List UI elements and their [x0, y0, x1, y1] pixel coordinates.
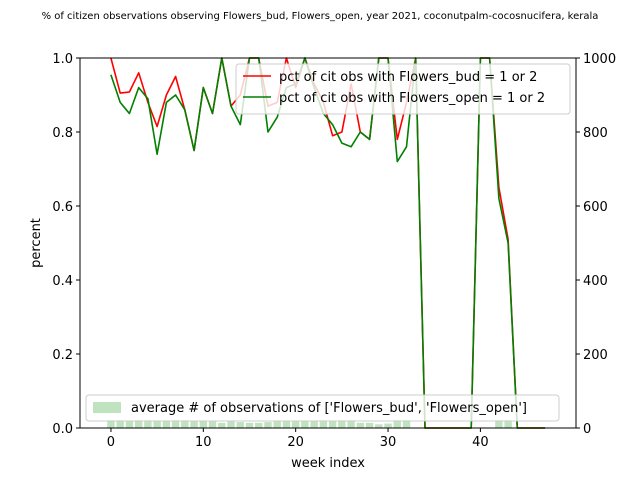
chart-title: % of citizen observations observing Flow…	[42, 11, 599, 22]
legend-open-label: pct of cit obs with Flowers_open = 1 or …	[279, 91, 545, 106]
y2-tick-label: 600	[583, 200, 608, 215]
bar	[125, 420, 134, 428]
bar	[199, 421, 208, 428]
y2-tick-label: 200	[583, 348, 608, 363]
x-tick-label: 10	[195, 435, 212, 450]
bar	[495, 419, 503, 428]
y2-tick-label: 1000	[583, 52, 616, 67]
bar	[375, 424, 383, 428]
y-tick-label: 0.0	[52, 422, 73, 437]
bar	[181, 419, 189, 428]
legend-lower-box	[85, 394, 560, 422]
bar	[255, 422, 263, 428]
bar	[171, 419, 180, 428]
line-series-flowers-open	[110, 57, 546, 429]
x-tick-label: 20	[287, 435, 304, 450]
bar	[402, 419, 411, 428]
y-axis-left: 0.0 0.2 0.4 0.6 0.8 1.0	[52, 52, 80, 437]
bar	[365, 422, 374, 428]
legend-lower: average # of observations of ['Flowers_b…	[85, 394, 560, 422]
y-tick-label: 0.6	[52, 200, 73, 215]
bar-series	[107, 419, 512, 428]
bar	[190, 420, 198, 428]
bar	[144, 419, 152, 428]
legend-upper: pct of cit obs with Flowers_bud = 1 or 2…	[235, 63, 571, 115]
bar	[310, 420, 318, 428]
bar	[218, 422, 226, 428]
bar	[301, 421, 309, 428]
bar	[134, 419, 143, 428]
bar	[384, 423, 392, 428]
bar	[273, 420, 281, 428]
bar	[338, 419, 346, 428]
x-tick-label: 30	[380, 435, 397, 450]
bar	[356, 422, 365, 428]
bar	[162, 421, 171, 428]
y-axis-label: percent	[29, 218, 44, 268]
x-tick-label: 40	[472, 435, 489, 450]
bar	[282, 421, 291, 428]
bar	[153, 421, 161, 428]
line-series	[110, 57, 546, 429]
bar	[107, 419, 115, 428]
y-tick-label: 0.4	[52, 274, 73, 289]
bar	[393, 419, 401, 428]
x-tick-label: 0	[107, 435, 115, 450]
y-tick-label: 0.2	[52, 348, 73, 363]
bar	[328, 420, 337, 428]
bar	[116, 419, 124, 428]
bar	[347, 419, 355, 428]
y2-tick-label: 800	[583, 126, 608, 141]
plot-frame	[79, 57, 577, 429]
bar	[264, 422, 272, 428]
bar	[208, 421, 217, 428]
y2-tick-label: 0	[583, 422, 591, 437]
bar	[236, 422, 244, 428]
legend-bud-label: pct of cit obs with Flowers_bud = 1 or 2	[279, 70, 537, 85]
y-axis-right: 0 200 400 600 800 1000	[576, 52, 616, 437]
bar	[504, 419, 512, 428]
y-tick-label: 1.0	[52, 52, 73, 67]
y2-tick-label: 400	[583, 274, 608, 289]
x-axis-label: week index	[291, 456, 365, 471]
bar	[319, 419, 328, 428]
bar	[227, 421, 235, 428]
legend-upper-box	[235, 63, 571, 115]
bar	[291, 420, 300, 428]
y-tick-label: 0.8	[52, 126, 73, 141]
x-axis: 0 10 20 30 40	[107, 428, 489, 450]
bar	[245, 422, 254, 428]
legend-bars-swatch	[93, 402, 121, 413]
legend-bars-label: average # of observations of ['Flowers_b…	[131, 401, 527, 416]
